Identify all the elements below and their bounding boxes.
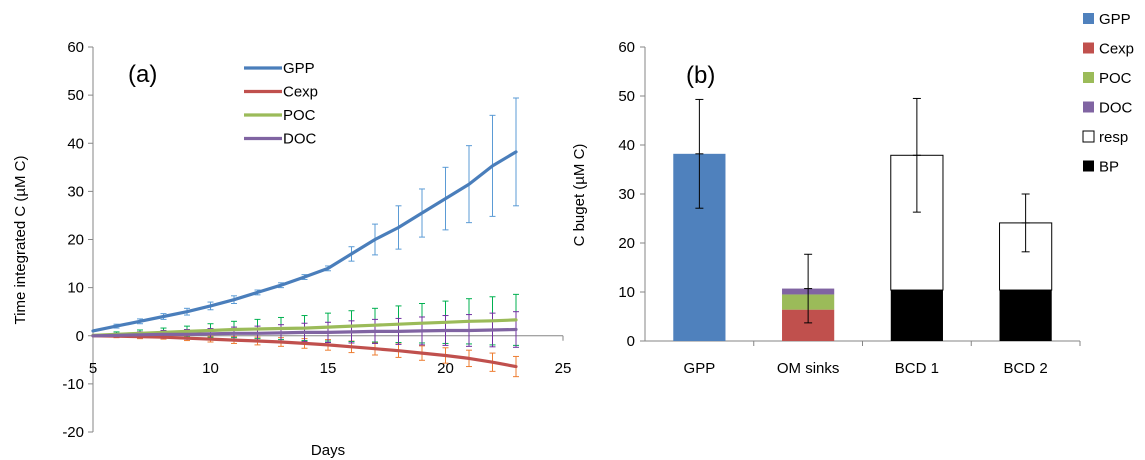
legend-item-bp: BP [1083, 159, 1119, 176]
legend-label-resp: resp [1099, 129, 1128, 146]
legend-item-doc: DOC [1083, 100, 1133, 117]
panel-a-y-tick-label: 30 [67, 183, 84, 200]
legend-swatch-resp [1082, 130, 1095, 143]
legend-swatch-bp [1083, 160, 1094, 172]
panel-a-y-axis-title: Time integrated C (µM C) [12, 156, 29, 325]
panel-b-y-tick-label: 20 [618, 235, 635, 252]
panel-b-y-tick-label: 50 [618, 88, 635, 105]
panel-a-x-tick-labels: 5 10 15 20 25 [89, 360, 572, 377]
legend-label-cexp: Cexp [1099, 41, 1134, 58]
panel-a-x-axis-title: Days [311, 442, 345, 459]
panel-b-bars [673, 153, 1053, 341]
series-line-cexp [91, 334, 518, 369]
legend-label-bp: BP [1099, 159, 1119, 176]
legend-swatch-gpp [1083, 13, 1094, 24]
legend-item-resp: resp [1082, 129, 1128, 146]
panel-b-y-tick-label: 30 [618, 186, 635, 203]
bar-bcd-2-bp [999, 290, 1052, 341]
legend-label-doc: DOC [283, 131, 317, 148]
legend-label-poc: POC [1099, 70, 1132, 87]
legend-item-cexp: Cexp [244, 84, 318, 101]
panel-a-y-tick-label: -10 [62, 376, 84, 393]
panel-a-x-tick-label: 20 [437, 360, 454, 377]
panel-b-y-tick-labels: 0 10 20 30 40 50 60 [618, 39, 635, 350]
panel-a-y-tick-label: 20 [67, 232, 84, 249]
bar-bcd-1-bp [890, 290, 943, 341]
legend-label-doc: DOC [1099, 100, 1133, 117]
category-label-om-sinks: OM sinks [777, 360, 840, 377]
panel-a-y-tick-label: 40 [67, 135, 84, 152]
panel-b-y-axis-title: C buget (µM C) [571, 144, 588, 247]
category-label-gpp: GPP [684, 360, 716, 377]
panel-b-label: (b) [686, 62, 715, 89]
panel-a-x-tick-label: 10 [202, 360, 219, 377]
legend-item-poc: POC [1083, 70, 1132, 87]
panel-a-x-tick-label: 25 [555, 360, 572, 377]
panel-a-y-tick-label: -20 [62, 424, 84, 441]
panel-a-series-lines [91, 150, 518, 369]
panel-b-stacked-bar-chart: 0 10 20 30 40 50 60 GPP OM sinks BCD 1 BCD 2 GPP C… [571, 11, 1134, 377]
panel-a-label: (a) [128, 61, 157, 88]
legend-label-cexp: Cexp [283, 84, 318, 101]
panel-a-x-tick-label: 5 [89, 360, 97, 377]
legend-swatch-cexp [1083, 42, 1094, 54]
panel-b-category-labels: GPP OM sinks BCD 1 BCD 2 [684, 360, 1048, 377]
error-bar-bcd-2 [1021, 193, 1030, 253]
panel-a-y-tick-labels: -20 -10 0 10 20 30 40 50 60 [62, 39, 84, 441]
category-label-bcd-2: BCD 2 [1004, 360, 1048, 377]
series-line-poc [91, 318, 518, 337]
panel-b-y-tick-label: 40 [618, 137, 635, 154]
panel-a-legend: GPP Cexp POC DOC [244, 60, 318, 148]
legend-item-gpp: GPP [1083, 11, 1131, 28]
legend-item-gpp: GPP [244, 60, 315, 77]
legend-swatch-poc [1083, 72, 1094, 83]
panel-a-line-chart: -20 -10 0 10 20 30 40 50 60 5 10 15 20 25 GPP Cexp POC… [12, 39, 571, 459]
panel-b-y-tick-label: 60 [618, 39, 635, 56]
panel-b-y-tick-label: 0 [627, 333, 635, 350]
error-bar-bcd-1 [912, 97, 921, 213]
legend-label-gpp: GPP [283, 60, 315, 77]
legend-item-poc: POC [244, 107, 316, 124]
legend-label-poc: POC [283, 107, 316, 124]
panel-a-x-tick-label: 15 [320, 360, 337, 377]
error-bar-gpp [695, 98, 704, 209]
panel-b-y-tick-label: 10 [618, 284, 635, 301]
series-line-doc [91, 327, 518, 338]
legend-swatch-doc [1083, 101, 1094, 113]
legend-label-gpp: GPP [1099, 11, 1131, 28]
series-line-gpp [91, 150, 518, 333]
panel-b-error-bars [695, 97, 1030, 324]
panel-a-y-tick-label: 60 [67, 39, 84, 56]
panel-a-y-tick-label: 50 [67, 87, 84, 104]
legend-item-cexp: Cexp [1083, 41, 1134, 58]
panel-a-y-tick-label: 10 [67, 280, 84, 297]
panel-a-y-tick-label: 0 [76, 328, 84, 345]
panel-b-legend: GPP Cexp POC DOC resp BP [1082, 11, 1134, 176]
category-label-bcd-1: BCD 1 [895, 360, 939, 377]
error-bar-om-sinks [804, 253, 813, 324]
legend-item-doc: DOC [244, 131, 317, 148]
